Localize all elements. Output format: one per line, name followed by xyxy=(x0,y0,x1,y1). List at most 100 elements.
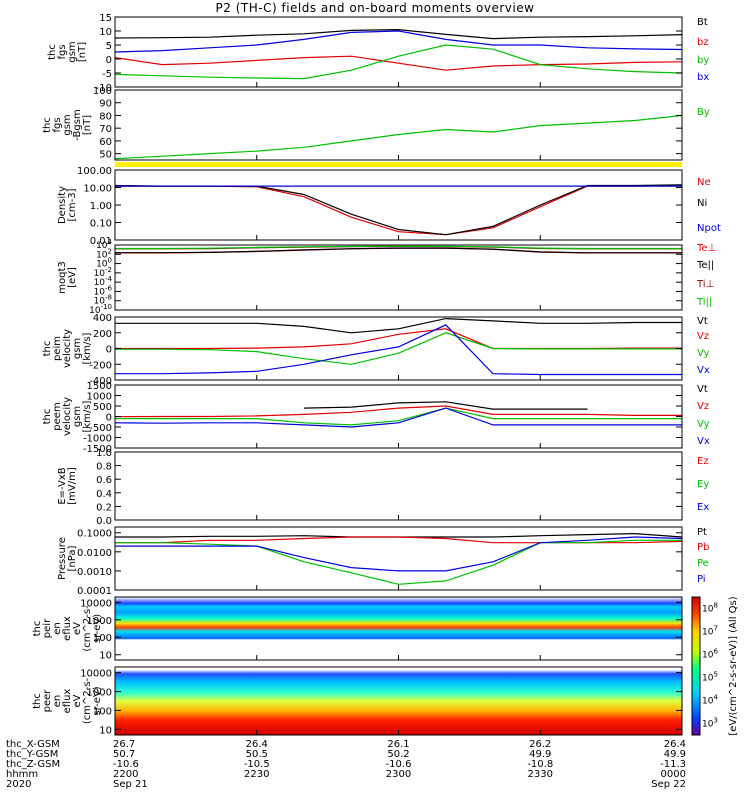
series-fgs-1 xyxy=(114,55,683,71)
series-peim-velocity-1 xyxy=(115,328,682,350)
ylabel-line: velocity xyxy=(62,397,73,436)
ylabel-line: thc xyxy=(42,409,53,425)
ylabel-line: Density xyxy=(57,186,68,224)
panel-frame xyxy=(114,244,683,311)
panel-frame xyxy=(114,89,683,161)
ylabel-line: eflux xyxy=(62,689,73,714)
legend-peem-velocity-3: Vx xyxy=(697,436,710,447)
status-bar xyxy=(115,162,682,167)
colorbar-label: [eV/(cm^2-s-sr-eV)] (All Qs) xyxy=(728,596,739,735)
ylabel-line: (cm^2-s- xyxy=(82,605,93,652)
legend-fgs-2: by xyxy=(697,55,709,66)
legend-efield-2: Ex xyxy=(697,502,709,513)
legend-density-2: Npot xyxy=(697,223,721,234)
colorbar-tick: 108 xyxy=(702,602,718,615)
ytick-label: 0.0001 xyxy=(77,586,112,597)
axis-row-value: 26.4 xyxy=(246,739,268,750)
legend-pressure-3: Pi xyxy=(697,574,706,585)
ytick-label: 70 xyxy=(99,124,112,135)
series-peim-velocity-0 xyxy=(115,317,682,334)
ylabel-line: gsm xyxy=(62,114,73,135)
series-peem-velocity-0 xyxy=(303,401,588,410)
ytick-label: -10 xyxy=(96,83,112,94)
series-fgs-3 xyxy=(114,30,683,53)
ytick-label: -1000 xyxy=(83,434,112,445)
series-temperature-1 xyxy=(115,247,682,254)
ytick-label: 60 xyxy=(99,137,112,148)
legend-temperature-0: Te⊥ xyxy=(696,243,716,254)
legend-fgs-3: bx xyxy=(697,72,709,83)
ytick-label: 100 xyxy=(93,86,112,97)
series-peem-velocity-3 xyxy=(114,407,682,428)
ytick-label: -500 xyxy=(89,423,112,434)
series-density-1 xyxy=(114,184,683,236)
ylabel-line: [km/s] xyxy=(82,400,93,432)
ylabel-line: eV xyxy=(72,622,83,635)
ylabel-line: peem xyxy=(52,402,63,430)
ytick-label: 0.01 xyxy=(90,236,112,247)
series-density-0 xyxy=(115,184,683,236)
colorbar-tick: 105 xyxy=(702,671,718,684)
ylabel-line: [nPa] xyxy=(67,545,78,571)
ylabel-line: eflux xyxy=(62,616,73,641)
axis-row-value: 50.5 xyxy=(246,749,268,760)
ylabel-line: gsm xyxy=(72,338,83,359)
ylabel-line: eV xyxy=(72,694,83,707)
ylabel-line: E=-VxB xyxy=(57,467,68,504)
ytick-label: 5 xyxy=(106,41,112,52)
ylabel-line: gsm xyxy=(72,406,83,427)
legend-peem-velocity-0: Vt xyxy=(697,384,708,395)
axis-row-label: thc_Z-GSM xyxy=(6,759,60,770)
ylabel-line: peir xyxy=(42,618,53,638)
ytick-label: 0.0 xyxy=(96,516,112,527)
axis-row-value: 26.2 xyxy=(529,739,551,750)
spectrogram-image xyxy=(115,597,682,660)
axis-row-label: hhmm xyxy=(6,769,38,780)
ytick-label: 0.0010 xyxy=(77,567,112,578)
plot-title: P2 (TH-C) fields and on-board moments ov… xyxy=(215,1,535,15)
ytick-label: 10000 xyxy=(80,669,112,680)
axis-row-value: -10.8 xyxy=(527,759,553,770)
ytick-label: 10000 xyxy=(80,598,112,609)
ylabel-line: [cm-3] xyxy=(67,188,78,221)
axis-row-value: 26.1 xyxy=(387,739,409,750)
legend-pressure-0: Pt xyxy=(697,527,707,538)
ylabel-line: sr-eV) xyxy=(92,686,103,715)
ytick-label: 0.2 xyxy=(96,502,112,513)
ylabel-line: fgs xyxy=(52,117,63,132)
ytick-label: 80 xyxy=(99,111,112,122)
series-peem-velocity-2 xyxy=(115,407,682,426)
ylabel-line: peim xyxy=(52,336,63,361)
axis-row-value: 2300 xyxy=(386,769,411,780)
colorbar-tick: 106 xyxy=(702,648,718,661)
legend-peim-velocity-2: Vy xyxy=(697,348,710,359)
ylabel-line: [mV/m] xyxy=(67,467,78,505)
axis-row-value: 49.9 xyxy=(664,749,686,760)
colorbar-tick: 104 xyxy=(702,694,718,707)
ytick-label: 1000 xyxy=(87,616,112,627)
ylabel-line: peer xyxy=(42,689,53,713)
legend-efield-1: Ey xyxy=(697,479,709,490)
ylabel-line: thc xyxy=(42,341,53,357)
ytick-label: 10.00 xyxy=(83,184,112,195)
ylabel-line: thc xyxy=(32,693,43,709)
axis-row-value: 50.7 xyxy=(113,749,135,760)
ytick-label: 1000 xyxy=(87,392,112,403)
footer-year: 2020 xyxy=(6,779,31,790)
axis-row-value: 2330 xyxy=(528,769,553,780)
legend-peim-velocity-3: Vx xyxy=(697,365,710,376)
ylabel-line: [nT] xyxy=(82,115,93,135)
ylabel-line: thc xyxy=(42,117,53,133)
ylabel-line: moqt3 xyxy=(57,261,68,294)
ytick-label: 0.8 xyxy=(96,462,112,473)
legend-fgs-0: Bt xyxy=(697,17,708,28)
colorbar xyxy=(691,596,701,736)
legend-pressure-1: Pb xyxy=(697,542,709,553)
panel-density: Ne Ni Npot 0.01 0.10 1.00 10.00 100.00 Density [c… xyxy=(57,166,721,247)
ylabel-line: en xyxy=(52,695,63,708)
axis-row-value: -10.6 xyxy=(386,759,412,770)
panel-pressure: Pt Pb Pe Pi 0.0001 0.0010 0.0100 0.1000 Pressure… xyxy=(57,526,709,597)
axis-row-label: thc_Y-GSM xyxy=(6,749,58,760)
ytick-label: 100 xyxy=(93,633,112,644)
